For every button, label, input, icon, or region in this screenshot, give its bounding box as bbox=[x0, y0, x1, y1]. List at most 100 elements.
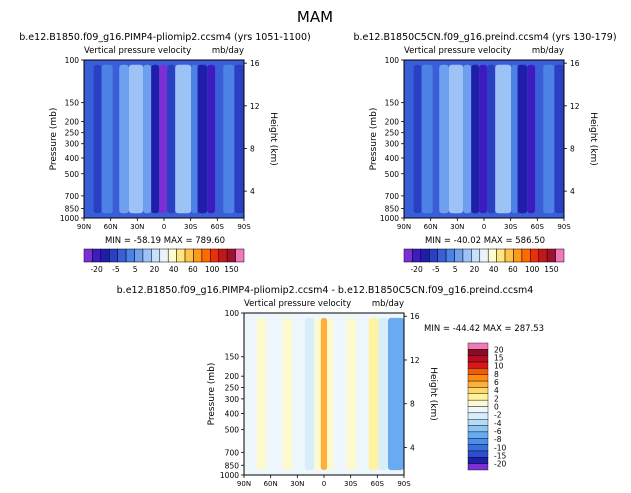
colorbar-swatch bbox=[467, 463, 489, 471]
x-tick-label: 30N bbox=[130, 223, 144, 231]
colorbar-swatch bbox=[467, 380, 489, 388]
colorbar-label: 8 bbox=[494, 370, 499, 379]
colorbar-label: 15 bbox=[494, 354, 504, 363]
y2-tick-labels: 16 12 8 4 bbox=[404, 312, 420, 452]
colorbar-swatch bbox=[467, 419, 489, 426]
stats-text: MIN = -40.02 MAX = 586.50 bbox=[425, 236, 545, 246]
y2-tick-label: 4 bbox=[250, 187, 255, 196]
heatmap-band bbox=[84, 64, 94, 214]
heatmap-band bbox=[487, 64, 496, 214]
x-tick-label: 90N bbox=[77, 223, 91, 231]
colorbar: -20 -5 5 20 40 60 100 150 bbox=[83, 248, 245, 274]
y-tick-label: 150 bbox=[225, 353, 240, 362]
panel-difference: b.e12.B1850.f09_g16.PIMP4-pliomip2.ccsm4… bbox=[117, 285, 544, 488]
heatmap-band bbox=[119, 64, 129, 214]
heatmap-band bbox=[314, 317, 321, 471]
colorbar-swatch bbox=[462, 248, 472, 263]
heatmap-band bbox=[448, 64, 464, 214]
x-tick-label: 90N bbox=[397, 223, 411, 231]
colorbar-swatch bbox=[454, 248, 464, 263]
x-tick-label: 30N bbox=[450, 223, 464, 231]
y-tick-label: 400 bbox=[225, 409, 240, 418]
panel-pliomip2: b.e12.B1850.f09_g16.PIMP4-pliomip2.ccsm4… bbox=[19, 32, 310, 274]
heatmap-band bbox=[511, 64, 518, 214]
x-tick-label: 60S bbox=[371, 480, 385, 488]
y-tick-label: 850 bbox=[385, 205, 400, 214]
colorbar-swatch bbox=[117, 248, 127, 263]
heatmap-band bbox=[378, 317, 388, 471]
y-tick-label: 700 bbox=[65, 192, 80, 201]
colorbar-label: 150 bbox=[544, 265, 559, 274]
colorbar-label: -2 bbox=[494, 411, 502, 420]
heatmap-field bbox=[84, 60, 244, 218]
colorbar-swatch bbox=[412, 248, 422, 263]
colorbar-label: -4 bbox=[494, 419, 502, 428]
colorbar-swatch bbox=[467, 438, 489, 445]
y2-tick-labels: 16 12 8 4 bbox=[244, 59, 260, 196]
panel-subtitle-left: Vertical pressure velocity bbox=[84, 46, 191, 56]
colorbar-swatch bbox=[467, 355, 489, 363]
y2-axis-label: Height (km) bbox=[588, 112, 598, 166]
heatmap-band bbox=[292, 317, 305, 471]
colorbar-label: -20 bbox=[494, 460, 506, 469]
colorbar-swatch bbox=[555, 248, 565, 263]
x-tick-label: 60S bbox=[531, 223, 545, 231]
colorbar-label: 60 bbox=[188, 265, 198, 274]
heatmap-band bbox=[463, 64, 472, 214]
colorbar-swatch bbox=[530, 248, 539, 263]
y2-tick-label: 4 bbox=[570, 187, 575, 196]
colorbar-label: -8 bbox=[494, 435, 502, 444]
stats-text: MIN = -58.19 MAX = 789.60 bbox=[105, 236, 225, 246]
heatmap-band bbox=[320, 317, 328, 471]
panel-title: b.e12.B1850C5CN.f09_g16.preind.ccsm4 (yr… bbox=[353, 32, 616, 43]
y2-tick-labels: 16 12 8 4 bbox=[564, 59, 580, 196]
x-tick-label: 90S bbox=[557, 223, 571, 231]
colorbar-swatch bbox=[167, 248, 177, 263]
heatmap-band bbox=[191, 64, 198, 214]
heatmap-band bbox=[346, 317, 356, 471]
colorbar-swatch bbox=[100, 248, 110, 263]
colorbar-swatch bbox=[467, 342, 489, 350]
colorbar-swatch bbox=[496, 248, 506, 263]
colorbar-swatch bbox=[467, 444, 489, 452]
colorbar-swatch bbox=[420, 248, 430, 263]
panel-subtitle-right: mb/day bbox=[532, 46, 564, 56]
heatmap-band bbox=[479, 64, 488, 214]
heatmap-band bbox=[554, 64, 564, 214]
colorbar-label: -20 bbox=[90, 265, 102, 274]
colorbar-swatch bbox=[193, 248, 203, 263]
panel-subtitle-left: Vertical pressure velocity bbox=[244, 299, 351, 309]
colorbar-swatch bbox=[487, 248, 497, 263]
y-tick-label: 100 bbox=[385, 56, 400, 65]
colorbar-swatch bbox=[538, 248, 548, 263]
y-tick-label: 850 bbox=[225, 461, 240, 470]
y-tick-label: 150 bbox=[385, 99, 400, 108]
heatmap-band bbox=[495, 64, 512, 214]
colorbar-label: 10 bbox=[494, 362, 504, 371]
x-tick-label: 30S bbox=[184, 223, 198, 231]
colorbar-label: -20 bbox=[410, 265, 422, 274]
y-tick-label: 100 bbox=[225, 309, 240, 318]
x-tick-label: 90N bbox=[237, 480, 251, 488]
heatmap-band bbox=[404, 64, 414, 214]
colorbar-swatch bbox=[504, 248, 514, 263]
colorbar-swatch bbox=[467, 387, 489, 395]
colorbar-swatch bbox=[109, 248, 118, 263]
y2-tick-label: 16 bbox=[250, 59, 260, 68]
heatmap-band bbox=[304, 317, 315, 471]
x-tick-label: 30N bbox=[290, 480, 304, 488]
colorbar-label: -10 bbox=[494, 443, 506, 452]
y2-tick-label: 4 bbox=[410, 443, 415, 452]
heatmap-band bbox=[112, 64, 120, 214]
colorbar-label: 20 bbox=[494, 345, 504, 354]
y-tick-label: 250 bbox=[65, 129, 80, 138]
colorbar-swatch bbox=[479, 248, 489, 263]
heatmap-band bbox=[439, 64, 449, 214]
heatmap-band bbox=[197, 64, 208, 214]
y-tick-label: 500 bbox=[65, 170, 80, 179]
y-tick-label: 200 bbox=[225, 372, 240, 381]
colorbar-swatch bbox=[125, 248, 135, 263]
x-tick-label: 0 bbox=[482, 223, 486, 231]
